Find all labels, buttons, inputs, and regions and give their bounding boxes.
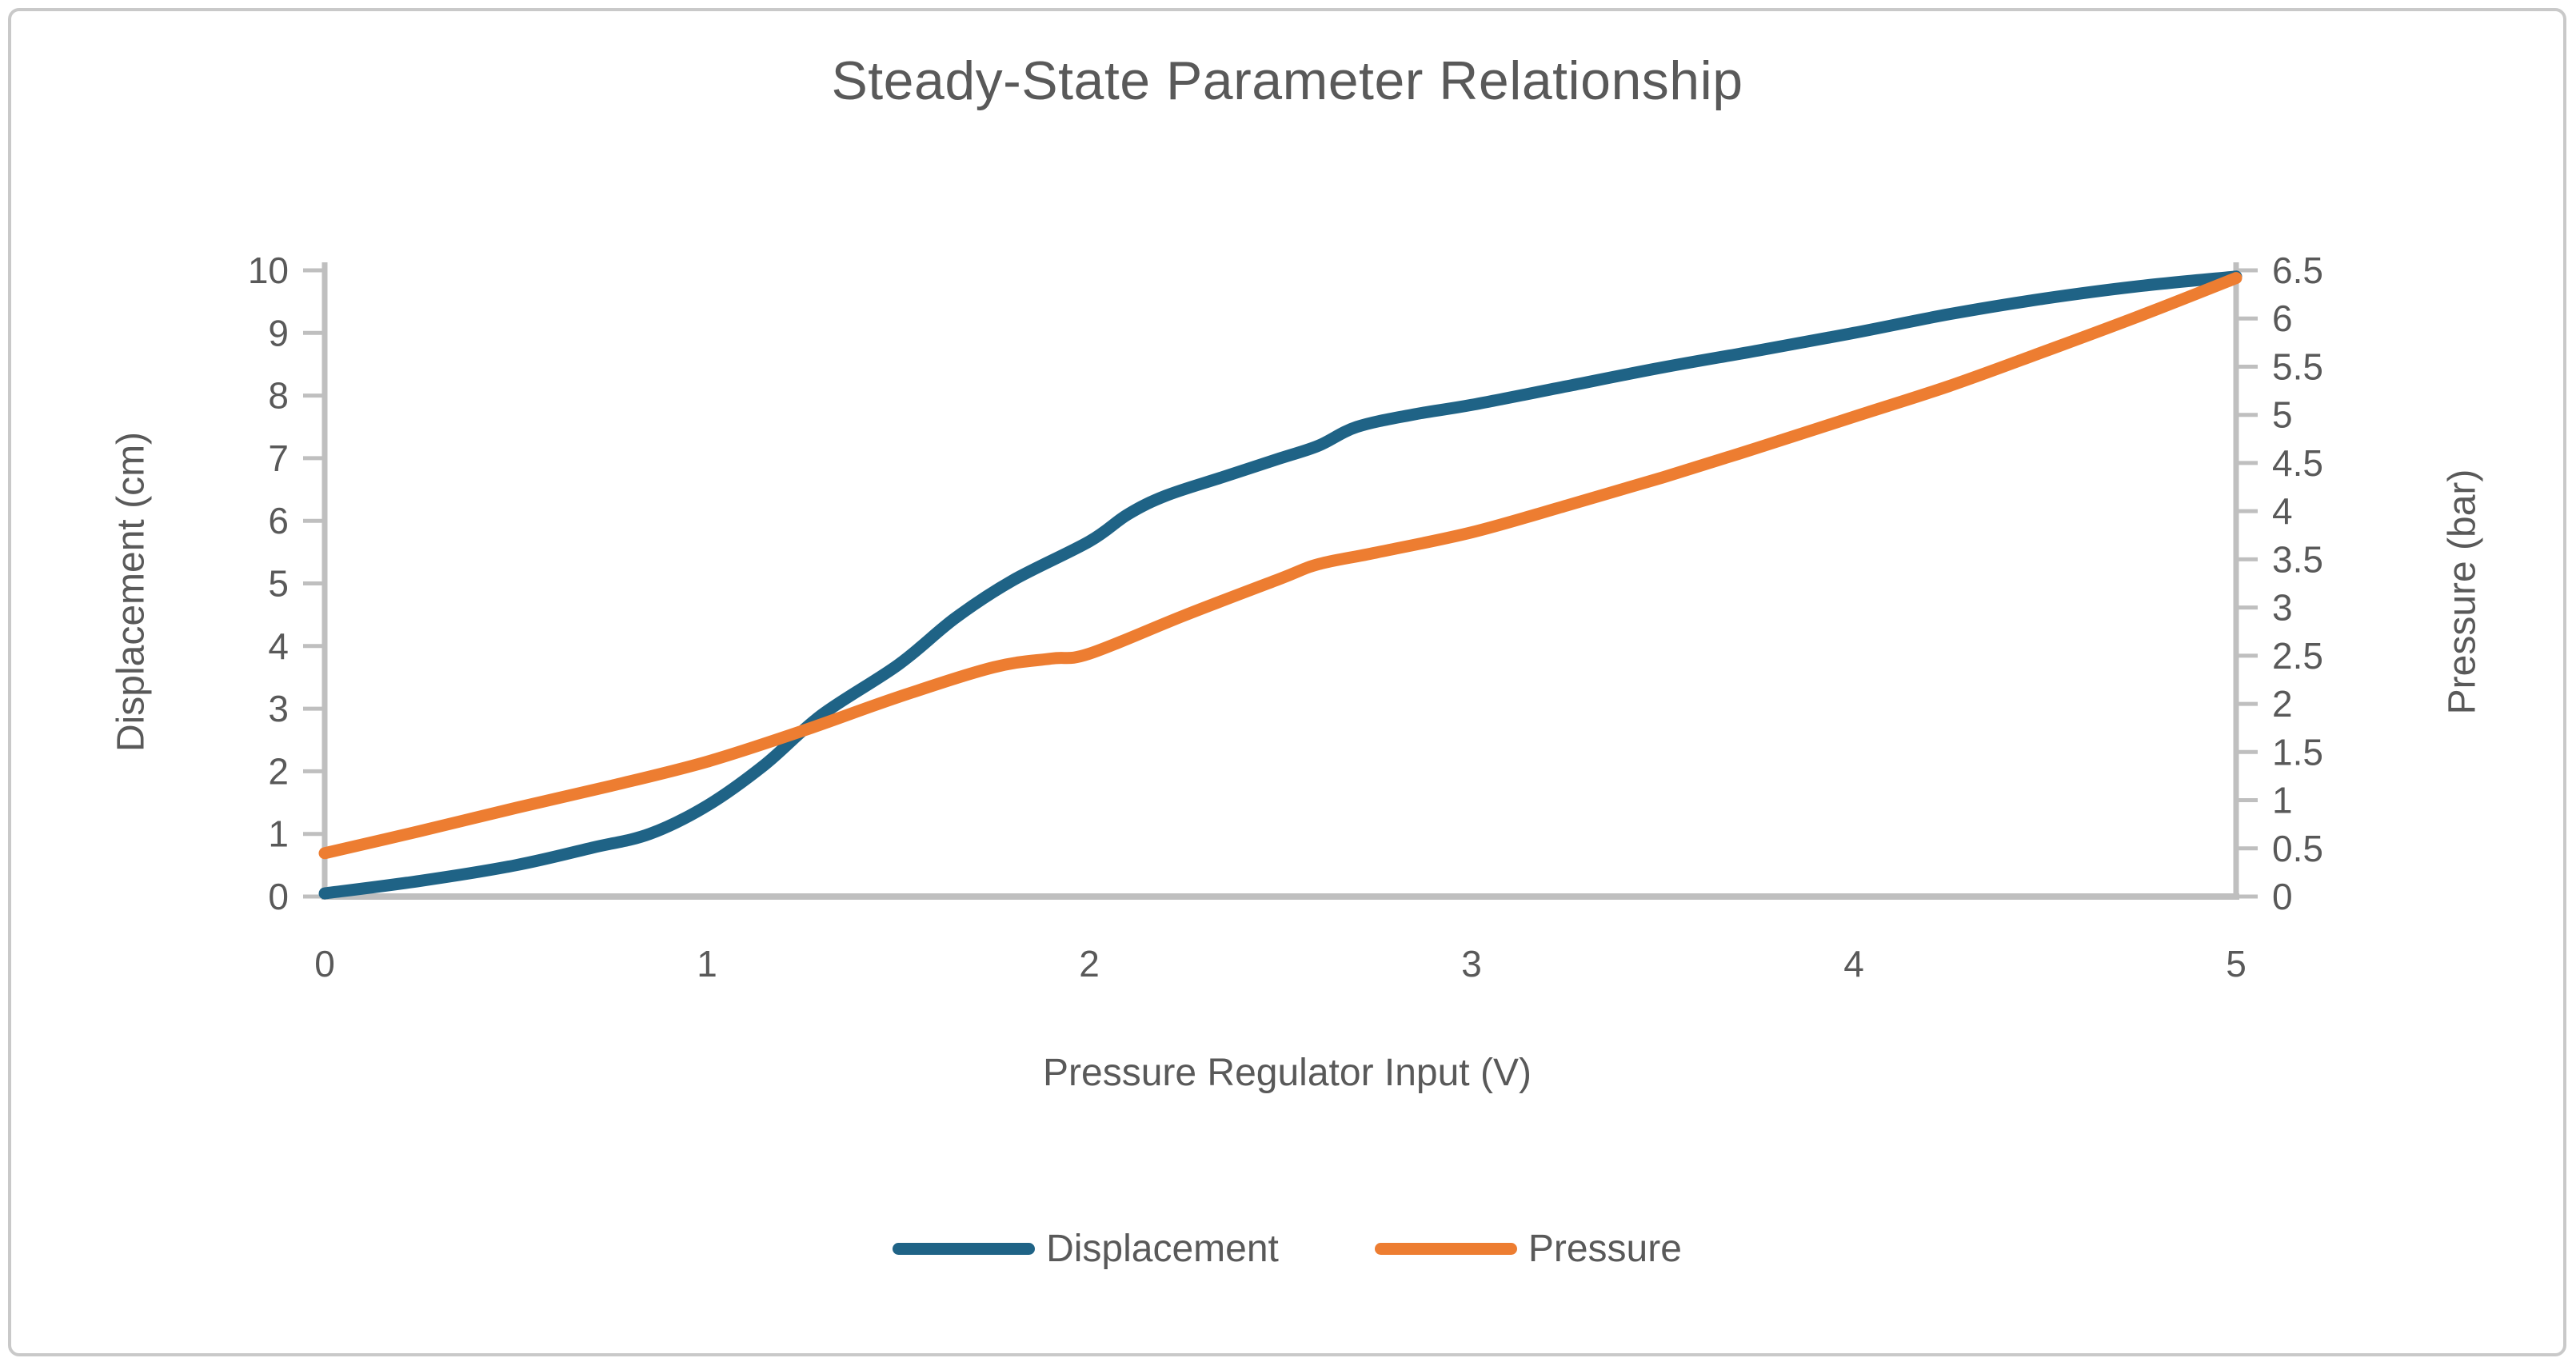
y-axis-left-tick-label: 2	[268, 750, 289, 792]
legend-item-displacement: Displacement	[893, 1227, 1279, 1271]
legend-label-pressure: Pressure	[1528, 1228, 1682, 1270]
x-axis-tick-label: 3	[1461, 943, 1482, 985]
y-axis-right-tick-label: 6	[2272, 298, 2293, 339]
y-axis-left-tick-label: 7	[268, 437, 289, 479]
legend-label-displacement: Displacement	[1046, 1228, 1279, 1270]
series-line-displacement	[318, 270, 2243, 900]
x-axis-tick-label: 5	[2226, 943, 2247, 985]
y-axis-left-tick-label: 3	[268, 688, 289, 729]
y-axis-left-tick-label: 8	[268, 375, 289, 417]
displacement-line-swatch	[893, 1243, 1036, 1255]
x-axis-title: Pressure Regulator Input (V)	[1043, 1052, 1532, 1094]
y-axis-right-tick-label: 1.5	[2272, 731, 2323, 773]
y-axis-right-tick-label: 4	[2272, 490, 2293, 532]
y-axis-right-tick-label: 3.5	[2272, 538, 2323, 580]
y-axis-left-tick-label: 4	[268, 625, 289, 667]
chart-title: Steady-State Parameter Relationship	[831, 50, 1743, 111]
y-axis-right-title: Pressure (bar)	[2441, 469, 2484, 715]
y-axis-left-tick-label: 1	[268, 813, 289, 855]
y-axis-right-tick-label: 5	[2272, 394, 2293, 436]
y-axis-right-tick-label: 5.5	[2272, 345, 2323, 387]
y-axis-left-tick-label: 10	[248, 250, 289, 291]
legend: Displacement Pressure	[11, 1227, 2563, 1271]
y-axis-right-tick-label: 2	[2272, 683, 2293, 725]
y-axis-right-tick-label: 0	[2272, 876, 2293, 917]
series-line-pressure	[318, 272, 2243, 860]
y-axis-left-tick-label: 0	[268, 876, 289, 917]
chart-frame: Steady-State Parameter Relationship 0 1 2 3…	[8, 8, 2566, 1356]
y-axis-left-tick-label: 5	[268, 563, 289, 605]
y-axis-right-tick-label: 1	[2272, 780, 2293, 821]
y-axis-right-tick-label: 4.5	[2272, 442, 2323, 484]
y-axis-left-tick-label: 9	[268, 312, 289, 353]
y-axis-right-tick-label: 0.5	[2272, 828, 2323, 869]
y-axis-left-title: Displacement (cm)	[110, 431, 153, 753]
y-axis-left-tick-label: 6	[268, 500, 289, 541]
pressure-line-swatch	[1374, 1243, 1517, 1255]
y-axis-right-tick-label: 6.5	[2272, 250, 2323, 291]
plot-area: 01234567891000.511.522.533.544.555.566.5…	[248, 250, 2323, 985]
legend-item-pressure: Pressure	[1374, 1227, 1682, 1271]
y-axis-right-tick-label: 2.5	[2272, 635, 2323, 677]
x-axis-tick-label: 2	[1079, 943, 1100, 985]
x-axis-tick-label: 0	[314, 943, 335, 985]
x-axis-tick-label: 4	[1843, 943, 1864, 985]
y-axis-right-tick-label: 3	[2272, 587, 2293, 629]
x-axis-tick-label: 1	[697, 943, 717, 985]
